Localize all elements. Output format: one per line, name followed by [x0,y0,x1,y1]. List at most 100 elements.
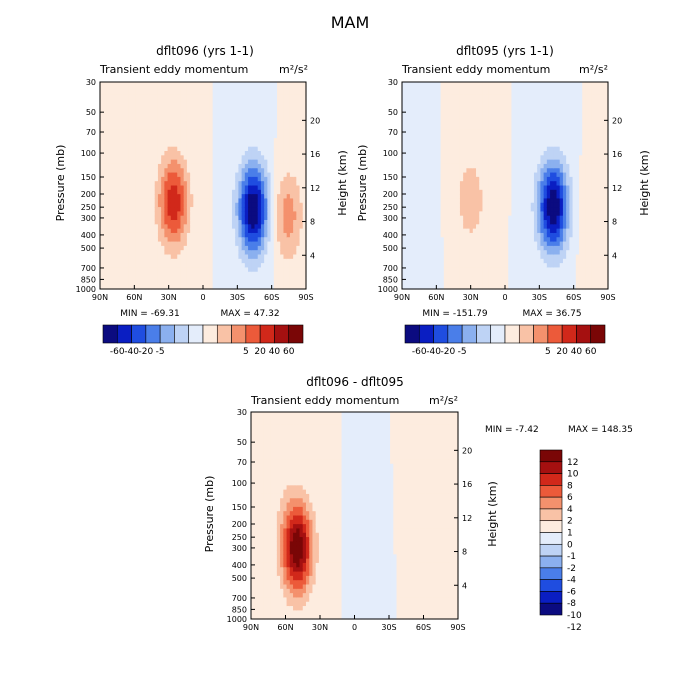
field-cell [257,237,262,243]
field-cell [231,271,236,277]
field-cell [430,284,435,290]
field-cell [514,159,519,165]
field-cell [482,211,487,217]
field-cell [280,254,285,260]
field-cell [177,146,182,152]
field-cell [405,86,410,92]
field-cell [241,263,246,269]
field-cell [273,82,278,87]
field-cell [141,237,146,243]
field-cell [299,228,304,234]
field-cell [161,168,165,174]
field-cell [302,207,307,212]
field-cell [209,138,214,143]
field-cell [228,185,233,191]
field-cell [472,163,477,169]
field-cell [505,155,509,161]
field-cell [293,172,297,178]
field-cell [170,284,175,290]
field-cell [296,129,301,135]
field-cell [186,263,191,269]
field-cell [238,120,243,126]
field-cell [511,172,516,178]
field-cell [302,228,307,234]
field-cell [244,237,249,243]
field-cell [450,202,455,208]
field-cell [456,142,461,148]
field-cell [219,142,223,148]
field-cell [209,211,214,217]
field-cell [296,116,301,122]
field-cell [183,271,188,277]
field-cell [141,276,146,281]
field-cell [456,138,461,143]
field-cell [414,86,419,92]
field-cell [138,237,143,243]
field-cell [203,267,207,273]
field-cell [267,228,272,234]
field-cell [492,176,496,182]
field-cell [222,215,227,221]
field-cell [495,82,500,87]
field-cell [273,185,278,191]
field-cell [157,172,162,178]
field-cell [100,99,104,105]
field-cell [450,133,455,139]
field-cell [488,82,493,87]
field-cell [443,86,448,92]
field-cell [427,228,432,234]
field-cell [440,245,445,251]
field-cell [203,181,207,187]
field-cell [289,250,294,256]
y-tick-label: 250 [81,203,96,212]
field-cell [254,189,259,195]
field-cell [511,151,516,156]
field-cell [231,276,236,281]
field-cell [501,189,506,195]
field-cell [177,172,182,178]
field-cell [203,159,207,165]
field-cell [302,241,307,247]
field-cell [103,94,108,100]
field-cell [488,151,493,156]
field-cell [103,280,108,286]
field-cell [267,258,272,264]
field-cell [212,228,217,234]
field-cell [209,155,214,161]
field-cell [151,280,156,286]
field-cell [479,168,484,174]
field-cell [514,172,519,178]
field-cell [418,176,422,182]
field-cell [170,138,175,143]
field-cell [482,116,487,122]
field-cell [511,107,516,113]
field-cell [293,116,297,122]
field-cell [190,159,194,165]
field-cell [106,120,111,126]
field-cell [521,237,525,243]
field-cell [505,163,509,169]
field-cell [196,146,201,152]
field-cell [238,138,243,143]
field-cell [248,181,252,187]
field-cell [199,129,204,135]
field-cell [215,254,220,260]
field-cell [193,159,198,165]
field-cell [459,215,464,221]
field-cell [299,129,304,135]
field-cell [430,133,435,139]
field-cell [299,125,304,131]
colorbar-label: 60 [283,347,295,357]
field-cell [447,107,451,113]
field-cell [225,237,230,243]
field-cell [267,151,272,156]
field-cell [443,151,448,156]
field-cell [235,271,240,277]
field-cell [161,228,165,234]
field-cell [164,194,169,200]
field-cell [283,151,288,156]
field-cell [273,90,278,96]
field-cell [421,245,426,251]
field-cell [164,220,169,225]
field-cell [209,254,214,260]
